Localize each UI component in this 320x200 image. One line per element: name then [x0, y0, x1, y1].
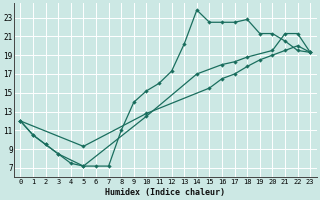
- X-axis label: Humidex (Indice chaleur): Humidex (Indice chaleur): [105, 188, 225, 197]
